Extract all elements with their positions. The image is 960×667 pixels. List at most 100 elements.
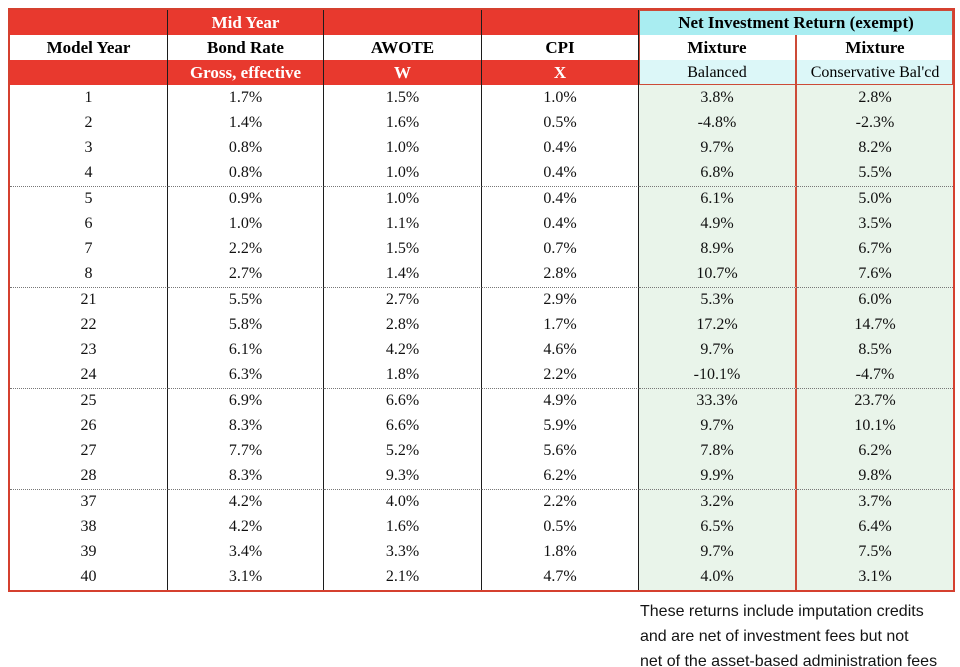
model-year-cell: 26 (10, 413, 168, 439)
table-row: 22 5.8% 2.8% 1.7% 17.2% 14.7% (10, 312, 953, 338)
conservative-return-cell: 9.8% (797, 463, 953, 489)
cpi-cell: 2.2% (482, 489, 639, 515)
header-row-top: Mid Year Net Investment Return (exempt) (10, 10, 953, 35)
table-row: 23 6.1% 4.2% 4.6% 9.7% 8.5% (10, 337, 953, 363)
conservative-return-cell: 7.6% (797, 261, 953, 287)
balanced-return-cell: 9.7% (639, 337, 797, 363)
header-model-year-top-spacer (10, 10, 168, 35)
cpi-cell: 1.8% (482, 539, 639, 565)
footnote-line-1: These returns include imputation credits (640, 603, 924, 620)
cpi-cell: 0.4% (482, 211, 639, 237)
conservative-return-cell: -4.7% (797, 362, 953, 388)
table-row: 2 1.4% 1.6% 0.5% -4.8% -2.3% (10, 110, 953, 136)
header-w: W (324, 60, 482, 85)
conservative-return-cell: 3.1% (797, 564, 953, 590)
header-conservative-balcd: Conservative Bal'cd (797, 60, 953, 85)
conservative-return-cell: -2.3% (797, 110, 953, 136)
table-row: 8 2.7% 1.4% 2.8% 10.7% 7.6% (10, 261, 953, 287)
model-year-cell: 39 (10, 539, 168, 565)
header-row-middle: Model Year Bond Rate AWOTE CPI Mixture M… (10, 35, 953, 60)
conservative-return-cell: 5.0% (797, 186, 953, 212)
header-x: X (482, 60, 639, 85)
awote-cell: 2.7% (324, 287, 482, 313)
awote-cell: 4.0% (324, 489, 482, 515)
footnote: These returns include imputation credits… (640, 599, 937, 667)
model-year-cell: 2 (10, 110, 168, 136)
model-year-cell: 4 (10, 160, 168, 186)
table-row: 25 6.9% 6.6% 4.9% 33.3% 23.7% (10, 388, 953, 414)
table-row: 28 8.3% 9.3% 6.2% 9.9% 9.8% (10, 463, 953, 489)
cpi-cell: 0.4% (482, 135, 639, 161)
cpi-cell: 2.2% (482, 362, 639, 388)
model-year-cell: 1 (10, 85, 168, 111)
header-cpi: CPI (482, 35, 639, 60)
model-year-cell: 23 (10, 337, 168, 363)
awote-cell: 6.6% (324, 413, 482, 439)
conservative-return-cell: 3.7% (797, 489, 953, 515)
cpi-cell: 1.7% (482, 312, 639, 338)
model-year-cell: 37 (10, 489, 168, 515)
model-year-cell: 38 (10, 514, 168, 540)
table-row: 27 7.7% 5.2% 5.6% 7.8% 6.2% (10, 438, 953, 464)
model-year-cell: 3 (10, 135, 168, 161)
awote-cell: 1.6% (324, 110, 482, 136)
awote-cell: 9.3% (324, 463, 482, 489)
balanced-return-cell: 6.8% (639, 160, 797, 186)
bond-rate-cell: 7.7% (168, 438, 324, 464)
header-mid-year: Mid Year (168, 10, 324, 35)
rates-table: Mid Year Net Investment Return (exempt) … (8, 8, 955, 592)
awote-cell: 1.4% (324, 261, 482, 287)
table-row: 37 4.2% 4.0% 2.2% 3.2% 3.7% (10, 489, 953, 515)
balanced-return-cell: 17.2% (639, 312, 797, 338)
conservative-return-cell: 6.2% (797, 438, 953, 464)
header-row-bottom: Gross, effective W X Balanced Conservati… (10, 60, 953, 85)
balanced-return-cell: -4.8% (639, 110, 797, 136)
bond-rate-cell: 1.7% (168, 85, 324, 111)
model-year-cell: 21 (10, 287, 168, 313)
bond-rate-cell: 0.8% (168, 135, 324, 161)
model-year-cell: 28 (10, 463, 168, 489)
cpi-cell: 0.4% (482, 186, 639, 212)
balanced-return-cell: 5.3% (639, 287, 797, 313)
model-year-cell: 6 (10, 211, 168, 237)
conservative-return-cell: 2.8% (797, 85, 953, 111)
cpi-cell: 2.8% (482, 261, 639, 287)
awote-cell: 3.3% (324, 539, 482, 565)
conservative-return-cell: 6.7% (797, 236, 953, 262)
cpi-cell: 5.6% (482, 438, 639, 464)
cpi-cell: 4.6% (482, 337, 639, 363)
bond-rate-cell: 5.8% (168, 312, 324, 338)
table-row: 26 8.3% 6.6% 5.9% 9.7% 10.1% (10, 413, 953, 439)
conservative-return-cell: 5.5% (797, 160, 953, 186)
table-row: 6 1.0% 1.1% 0.4% 4.9% 3.5% (10, 211, 953, 237)
bond-rate-cell: 6.1% (168, 337, 324, 363)
cpi-cell: 0.5% (482, 110, 639, 136)
awote-cell: 2.8% (324, 312, 482, 338)
conservative-return-cell: 3.5% (797, 211, 953, 237)
cpi-cell: 0.5% (482, 514, 639, 540)
conservative-return-cell: 6.0% (797, 287, 953, 313)
awote-cell: 1.0% (324, 135, 482, 161)
model-year-cell: 40 (10, 564, 168, 590)
table-row: 39 3.4% 3.3% 1.8% 9.7% 7.5% (10, 539, 953, 565)
footnote-line-3: net of the asset-based administration fe… (640, 653, 938, 667)
header-gross-effective: Gross, effective (168, 60, 324, 85)
conservative-return-cell: 10.1% (797, 413, 953, 439)
header-balanced: Balanced (639, 60, 797, 85)
bond-rate-cell: 1.4% (168, 110, 324, 136)
balanced-return-cell: 6.5% (639, 514, 797, 540)
table-row: 5 0.9% 1.0% 0.4% 6.1% 5.0% (10, 186, 953, 212)
cpi-cell: 2.9% (482, 287, 639, 313)
cpi-cell: 1.0% (482, 85, 639, 111)
header-model-year-bottom-spacer (10, 60, 168, 85)
cpi-cell: 5.9% (482, 413, 639, 439)
model-year-cell: 5 (10, 186, 168, 212)
awote-cell: 1.6% (324, 514, 482, 540)
balanced-return-cell: 7.8% (639, 438, 797, 464)
bond-rate-cell: 8.3% (168, 463, 324, 489)
balanced-return-cell: 9.9% (639, 463, 797, 489)
table-row: 24 6.3% 1.8% 2.2% -10.1% -4.7% (10, 362, 953, 388)
model-year-cell: 8 (10, 261, 168, 287)
conservative-return-cell: 8.2% (797, 135, 953, 161)
